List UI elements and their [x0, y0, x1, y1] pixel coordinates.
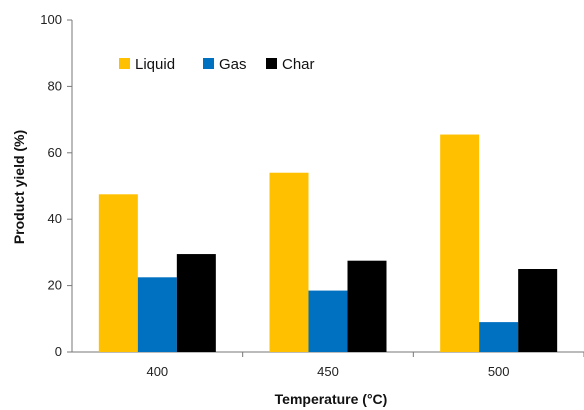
legend: Liquid Gas Char — [119, 56, 315, 73]
y-tick-label: 80 — [48, 78, 62, 93]
legend-swatch-liquid — [119, 58, 130, 69]
x-axis-title: Temperature (°C) — [275, 391, 388, 407]
bar-gas-450 — [308, 290, 348, 352]
y-tick-label: 0 — [55, 344, 62, 359]
legend-swatch-gas — [203, 58, 214, 69]
plot-area: 0 20 40 60 80 100 400 450 500 — [40, 12, 584, 379]
bar-char-450 — [347, 260, 387, 352]
bar-gas-400 — [137, 277, 177, 352]
y-tick-label: 60 — [48, 145, 62, 160]
legend-swatch-char — [266, 58, 277, 69]
x-tick-label: 450 — [317, 364, 339, 379]
y-tick-label: 20 — [48, 278, 62, 293]
x-tick-label: 400 — [146, 364, 168, 379]
bar-liquid-450 — [269, 172, 309, 352]
y-axis-title: Product yield (%) — [11, 130, 27, 244]
bar-liquid-500 — [440, 134, 480, 352]
y-tick-label: 100 — [40, 12, 62, 27]
bar-char-400 — [176, 254, 216, 352]
legend-label-gas: Gas — [219, 56, 247, 73]
x-tick-label: 500 — [488, 364, 510, 379]
legend-label-char: Char — [282, 56, 315, 73]
bar-char-500 — [518, 269, 558, 352]
legend-label-liquid: Liquid — [135, 56, 175, 73]
bar-gas-500 — [479, 322, 519, 352]
bar-liquid-400 — [98, 194, 138, 352]
y-tick-label: 40 — [48, 211, 62, 226]
